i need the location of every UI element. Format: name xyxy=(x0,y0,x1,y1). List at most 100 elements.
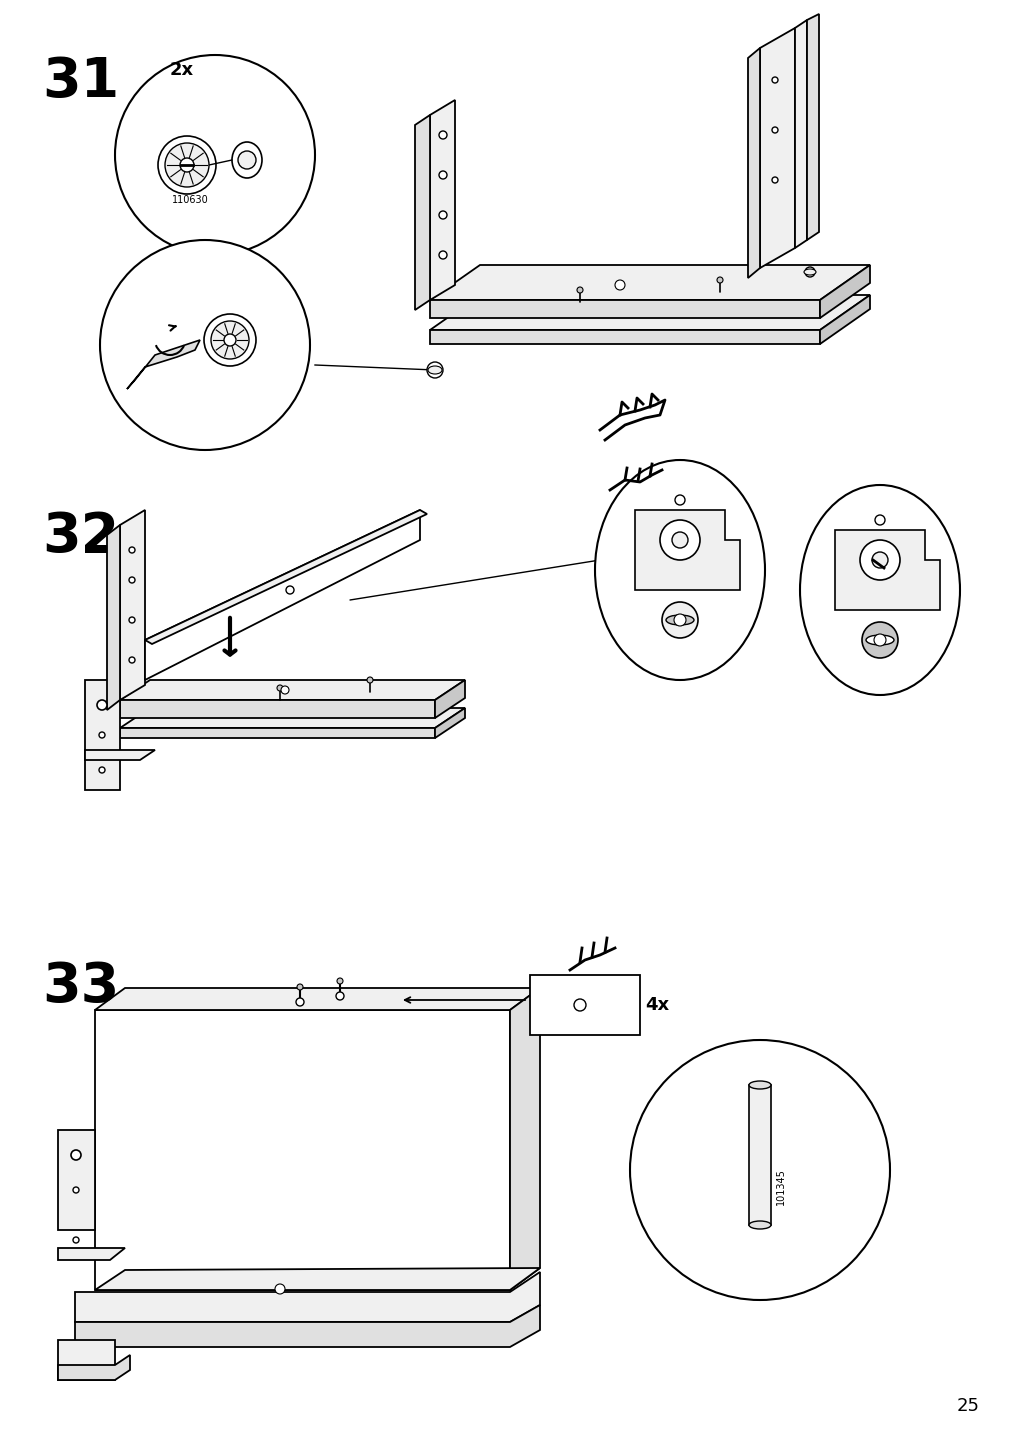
Polygon shape xyxy=(120,727,435,737)
Text: 32: 32 xyxy=(42,510,119,564)
Circle shape xyxy=(673,614,685,626)
Circle shape xyxy=(277,684,283,692)
Polygon shape xyxy=(95,1010,510,1290)
Polygon shape xyxy=(748,1085,770,1224)
Circle shape xyxy=(859,540,899,580)
Circle shape xyxy=(281,686,289,695)
Circle shape xyxy=(71,1150,81,1160)
Circle shape xyxy=(630,1040,889,1300)
Ellipse shape xyxy=(748,1081,770,1088)
Polygon shape xyxy=(58,1340,115,1380)
Circle shape xyxy=(576,286,582,294)
Polygon shape xyxy=(819,295,869,344)
Ellipse shape xyxy=(803,269,815,275)
Ellipse shape xyxy=(865,634,893,644)
Polygon shape xyxy=(58,1355,129,1380)
Circle shape xyxy=(286,586,294,594)
Polygon shape xyxy=(120,707,464,727)
Polygon shape xyxy=(120,510,145,700)
Polygon shape xyxy=(747,49,759,278)
Text: 2x: 2x xyxy=(170,62,194,79)
Circle shape xyxy=(73,1237,79,1243)
Polygon shape xyxy=(530,975,639,1035)
Circle shape xyxy=(295,998,303,1007)
Circle shape xyxy=(128,617,134,623)
Polygon shape xyxy=(510,988,540,1290)
Polygon shape xyxy=(430,329,819,344)
Circle shape xyxy=(336,992,344,1000)
Ellipse shape xyxy=(165,143,209,188)
Circle shape xyxy=(99,732,105,737)
Circle shape xyxy=(296,984,302,990)
Circle shape xyxy=(439,170,447,179)
Circle shape xyxy=(439,130,447,139)
Circle shape xyxy=(97,700,107,710)
Polygon shape xyxy=(95,1267,540,1290)
Circle shape xyxy=(804,266,814,276)
Polygon shape xyxy=(120,700,435,717)
Ellipse shape xyxy=(594,460,764,680)
Polygon shape xyxy=(834,530,939,610)
Polygon shape xyxy=(415,115,430,309)
Circle shape xyxy=(716,276,722,284)
Polygon shape xyxy=(145,510,427,644)
Polygon shape xyxy=(95,988,540,1010)
Polygon shape xyxy=(126,339,200,390)
Circle shape xyxy=(115,54,314,255)
Polygon shape xyxy=(430,265,869,299)
Polygon shape xyxy=(435,680,464,717)
Text: 101345: 101345 xyxy=(775,1169,786,1204)
Circle shape xyxy=(771,127,777,133)
Polygon shape xyxy=(430,295,869,329)
Ellipse shape xyxy=(204,314,256,367)
Circle shape xyxy=(238,150,256,169)
Circle shape xyxy=(367,677,373,683)
Ellipse shape xyxy=(800,485,959,695)
Circle shape xyxy=(427,362,443,378)
Polygon shape xyxy=(145,510,420,680)
Text: 4x: 4x xyxy=(644,997,668,1014)
Polygon shape xyxy=(759,29,795,268)
Ellipse shape xyxy=(748,1221,770,1229)
Ellipse shape xyxy=(232,142,262,178)
Polygon shape xyxy=(634,510,739,590)
Circle shape xyxy=(337,978,343,984)
Text: 31: 31 xyxy=(42,54,119,109)
Circle shape xyxy=(615,281,625,291)
Polygon shape xyxy=(819,265,869,318)
Polygon shape xyxy=(75,1305,540,1348)
Circle shape xyxy=(128,547,134,553)
Circle shape xyxy=(661,601,698,639)
Polygon shape xyxy=(806,14,818,241)
Circle shape xyxy=(674,495,684,505)
Circle shape xyxy=(100,241,309,450)
Circle shape xyxy=(771,178,777,183)
Polygon shape xyxy=(58,1130,95,1230)
Polygon shape xyxy=(795,20,806,248)
Circle shape xyxy=(180,158,194,172)
Circle shape xyxy=(861,621,897,657)
Ellipse shape xyxy=(665,614,694,624)
Polygon shape xyxy=(85,680,120,790)
Polygon shape xyxy=(430,299,819,318)
Polygon shape xyxy=(75,1272,540,1322)
Circle shape xyxy=(99,768,105,773)
Circle shape xyxy=(128,657,134,663)
Circle shape xyxy=(439,251,447,259)
Polygon shape xyxy=(85,750,155,760)
Circle shape xyxy=(128,577,134,583)
Circle shape xyxy=(573,1000,585,1011)
Ellipse shape xyxy=(428,367,442,374)
Circle shape xyxy=(275,1285,285,1295)
Polygon shape xyxy=(107,526,120,710)
Circle shape xyxy=(439,211,447,219)
Circle shape xyxy=(659,520,700,560)
Circle shape xyxy=(73,1187,79,1193)
Circle shape xyxy=(671,533,687,548)
Polygon shape xyxy=(435,707,464,737)
Polygon shape xyxy=(430,100,455,299)
Polygon shape xyxy=(120,680,464,700)
Circle shape xyxy=(771,77,777,83)
Text: 33: 33 xyxy=(42,959,119,1014)
Circle shape xyxy=(875,516,885,526)
